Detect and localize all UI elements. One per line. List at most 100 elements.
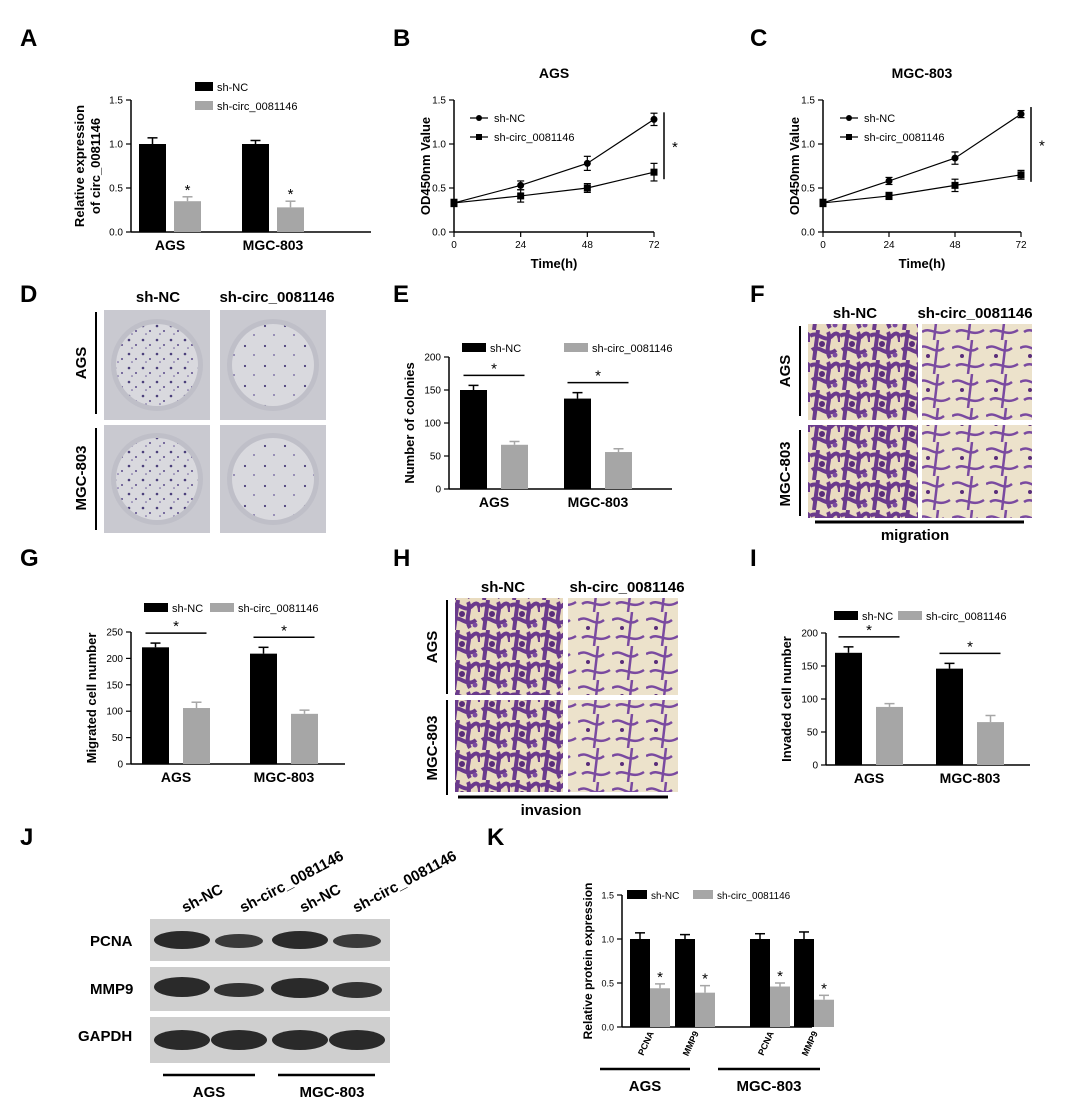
invasion-image [568, 598, 678, 695]
x-tick-label: PCNA [636, 1029, 656, 1057]
y-tick-label: 100 [424, 419, 441, 430]
x-tick-label: 48 [582, 240, 594, 251]
y-axis-label: OD450nm Value [418, 117, 433, 215]
panel-letters: A B C D E F G H I J K [20, 25, 767, 851]
bar [605, 452, 632, 489]
y-tick-label: 200 [424, 353, 441, 364]
legend-label: sh-NC [862, 611, 893, 623]
y-tick-label: 50 [430, 452, 442, 463]
legend-label: sh-circ_0081146 [717, 891, 791, 902]
data-point [450, 199, 458, 207]
y-axis-label: of circ_0081146 [88, 118, 103, 214]
x-tick-label: 0 [451, 240, 457, 251]
y-tick-label: 150 [106, 680, 123, 691]
chart-b: 0.0 0.5 1.0 1.5 OD450nm Value 0 24 48 72 Time(h) A… [418, 65, 678, 271]
x-tick-label: MGC-803 [243, 237, 304, 253]
panel-d-row-label: MGC-803 [73, 445, 90, 510]
significance-star: * [281, 622, 287, 639]
legend-label: sh-NC [651, 891, 679, 902]
y-tick-label: 0.5 [801, 184, 815, 195]
panel-f-row-label: AGS [777, 355, 794, 388]
data-point [650, 115, 658, 123]
panel-label-g: G [20, 545, 39, 572]
y-tick-label: 50 [112, 733, 124, 744]
series-line [453, 118, 655, 204]
data-point [951, 181, 959, 189]
y-tick-label: 0 [435, 485, 441, 496]
significance-star: * [595, 368, 601, 385]
panel-label-i: I [750, 545, 757, 572]
legend-swatch [144, 603, 168, 612]
bar [242, 144, 269, 232]
bar [277, 207, 304, 232]
y-axis-label: Migrated cell number [84, 633, 99, 764]
panel-label-f: F [750, 281, 765, 308]
bar [794, 939, 814, 1027]
significance-star: * [821, 980, 827, 997]
panel-f-row-label: MGC-803 [777, 441, 794, 506]
y-tick-label: 1.5 [801, 96, 815, 107]
blot-lane-label: sh-circ_0081146 [237, 847, 347, 916]
bar [183, 708, 210, 764]
x-tick-label: MMP9 [800, 1030, 820, 1058]
y-tick-label: 250 [106, 628, 123, 639]
significance-star: * [657, 969, 663, 986]
series-line [822, 113, 1022, 204]
blot-strip-gapdh [150, 1017, 390, 1063]
legend-swatch [693, 890, 713, 899]
data-point [583, 159, 591, 167]
y-tick-label: 0.5 [601, 979, 614, 989]
significance-star: * [185, 182, 191, 199]
significance-star: * [777, 968, 783, 985]
blot-strip-mmp9 [150, 967, 390, 1011]
panel-h-row-label: AGS [424, 631, 441, 664]
legend-swatch [627, 890, 647, 899]
y-tick-label: 50 [807, 728, 819, 739]
bar [876, 706, 903, 765]
y-tick-label: 0 [117, 760, 123, 771]
data-point [583, 184, 591, 192]
legend-swatch [564, 343, 588, 352]
panel-label-a: A [20, 25, 37, 52]
panel-label-k: K [487, 824, 505, 851]
blot-strip-pcna [150, 919, 390, 961]
panel-h-col-label: sh-circ_0081146 [569, 579, 684, 596]
panel-d-col-label: sh-circ_0081146 [219, 289, 334, 306]
significance-star: * [173, 618, 179, 635]
legend-label: sh-circ_0081146 [494, 132, 575, 144]
significance-star: * [702, 971, 708, 988]
x-tick-label: 24 [515, 240, 527, 251]
chart-title: AGS [539, 65, 569, 81]
bar [250, 653, 277, 764]
panel-label-d: D [20, 281, 37, 308]
data-point [1017, 110, 1025, 118]
chart-g: 0 50 100 150 200 250 Migrated cell number sh-NC… [84, 603, 345, 785]
chart-k: 0.0 0.5 1.0 1.5 Relative protein expression s… [581, 883, 834, 1095]
y-tick-label: 0.5 [432, 184, 446, 195]
panel-f-col-label: sh-NC [833, 305, 877, 322]
invasion-image [455, 598, 563, 695]
chart-a: 0.0 0.5 1.0 1.5 Relative expression of circ_0… [72, 82, 371, 253]
legend-swatch [462, 343, 486, 352]
data-point [819, 199, 827, 207]
significance-star: * [288, 186, 294, 203]
significance-star: * [866, 622, 872, 639]
x-axis-label: Time(h) [531, 256, 578, 271]
data-point [1017, 171, 1025, 179]
y-tick-label: 200 [801, 629, 818, 640]
y-tick-label: 1.5 [432, 96, 446, 107]
panel-f-footer: migration [881, 527, 949, 544]
bar [142, 647, 169, 764]
bar [675, 939, 695, 1027]
bar [835, 652, 862, 765]
legend-label: sh-circ_0081146 [926, 611, 1007, 623]
y-tick-label: 200 [106, 654, 123, 665]
panel-j-blot: sh-NC sh-circ_0081146 sh-NC sh-circ_0081… [78, 847, 460, 1101]
panel-d-col-label: sh-NC [136, 289, 180, 306]
x-tick-label: AGS [155, 237, 185, 253]
migration-image [922, 425, 1032, 518]
chart-e: 0 50 100 150 200 Number of colonies sh-NC sh-ci… [402, 343, 673, 510]
legend-label: sh-NC [172, 603, 203, 615]
data-point [650, 168, 658, 176]
